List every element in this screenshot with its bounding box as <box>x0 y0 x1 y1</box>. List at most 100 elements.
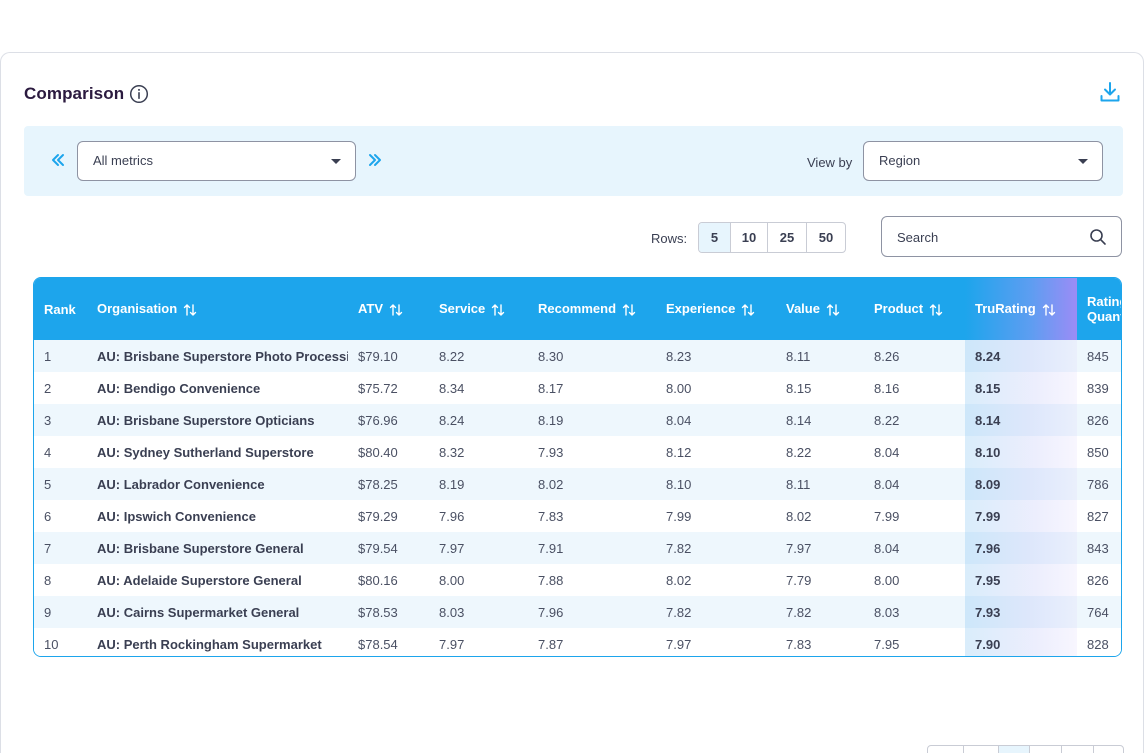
cell-product: 8.22 <box>864 404 965 436</box>
prev-page-button[interactable] <box>964 746 999 753</box>
cell-recommend: 8.02 <box>528 468 656 500</box>
column-header-atv[interactable]: ATV <box>348 278 429 340</box>
cell-recommend: 7.91 <box>528 532 656 564</box>
cell-value: 7.82 <box>776 596 864 628</box>
sort-arrows-icon[interactable] <box>183 303 197 317</box>
cell-trurating: 7.99 <box>965 500 1077 532</box>
cell-organisation: AU: Cairns Supermarket General <box>87 596 348 628</box>
cell-product: 7.99 <box>864 500 965 532</box>
search-input[interactable] <box>897 227 1087 247</box>
cell-rating-quantity: 827 <box>1077 500 1122 532</box>
column-header-label: Organisation <box>97 301 177 316</box>
cell-experience: 8.23 <box>656 340 776 372</box>
table-row[interactable]: 1 AU: Brisbane Superstore Photo Processin… <box>34 340 1122 372</box>
table-row[interactable]: 4 AU: Sydney Sutherland Superstore $80.40 8… <box>34 436 1122 468</box>
card-title: Comparison <box>24 84 124 104</box>
cell-value: 8.15 <box>776 372 864 404</box>
info-icon[interactable] <box>129 84 149 104</box>
column-header-rank[interactable]: Rank <box>34 278 87 340</box>
rows-label: Rows: <box>651 231 687 246</box>
cell-recommend: 7.93 <box>528 436 656 468</box>
cell-service: 7.97 <box>429 532 528 564</box>
view-by-select-value: Region <box>879 153 920 168</box>
cell-atv: $78.54 <box>348 628 429 657</box>
column-header-label: Product <box>874 301 923 316</box>
table-row[interactable]: 7 AU: Brisbane Superstore General $79.54 7.… <box>34 532 1122 564</box>
rows-option-25[interactable]: 25 <box>768 223 807 252</box>
search-icon[interactable] <box>1089 228 1107 246</box>
metric-select[interactable]: All metrics <box>77 141 356 181</box>
cell-atv: $79.29 <box>348 500 429 532</box>
table-header-row: Rank Organisation ATV Service Recommend … <box>34 278 1122 340</box>
sort-arrows-icon[interactable] <box>1042 303 1056 317</box>
column-header-recommend[interactable]: Recommend <box>528 278 656 340</box>
cell-trurating: 8.10 <box>965 436 1077 468</box>
cell-rating-quantity: 786 <box>1077 468 1122 500</box>
view-by-select[interactable]: Region <box>863 141 1103 181</box>
download-icon[interactable] <box>1098 80 1122 104</box>
rows-option-10[interactable]: 10 <box>731 223 768 252</box>
cell-recommend: 8.19 <box>528 404 656 436</box>
next-page-button[interactable] <box>1094 746 1123 753</box>
column-header-trurating[interactable]: TruRating <box>965 278 1077 340</box>
table-row[interactable]: 9 AU: Cairns Supermarket General $78.53 8.0… <box>34 596 1122 628</box>
sort-arrows-icon[interactable] <box>622 303 636 317</box>
cell-trurating: 8.24 <box>965 340 1077 372</box>
table-row[interactable]: 3 AU: Brisbane Superstore Opticians $76.96… <box>34 404 1122 436</box>
sort-arrows-icon[interactable] <box>826 303 840 317</box>
column-header-organisation[interactable]: Organisation <box>87 278 348 340</box>
cell-atv: $79.54 <box>348 532 429 564</box>
sort-arrows-icon[interactable] <box>491 303 505 317</box>
cell-rating-quantity: 843 <box>1077 532 1122 564</box>
sort-arrows-icon[interactable] <box>929 303 943 317</box>
cell-rank: 4 <box>34 436 87 468</box>
rows-option-50[interactable]: 50 <box>807 223 845 252</box>
cell-rating-quantity: 828 <box>1077 628 1122 657</box>
cell-recommend: 8.30 <box>528 340 656 372</box>
column-header-label: TruRating <box>975 301 1036 316</box>
table-row[interactable]: 6 AU: Ipswich Convenience $79.29 7.96 7.83 7.… <box>34 500 1122 532</box>
cell-organisation: AU: Sydney Sutherland Superstore <box>87 436 348 468</box>
cell-recommend: 8.17 <box>528 372 656 404</box>
column-header-product[interactable]: Product <box>864 278 965 340</box>
column-header-experience[interactable]: Experience <box>656 278 776 340</box>
cell-rating-quantity: 839 <box>1077 372 1122 404</box>
cell-atv: $80.16 <box>348 564 429 596</box>
page-button-3[interactable]: 3 <box>1062 746 1094 753</box>
first-page-button[interactable] <box>928 746 964 753</box>
cell-service: 8.32 <box>429 436 528 468</box>
cell-value: 8.22 <box>776 436 864 468</box>
double-chevron-right-icon[interactable] <box>366 151 384 169</box>
page-button-2[interactable]: 2 <box>1030 746 1062 753</box>
cell-rank: 9 <box>34 596 87 628</box>
cell-experience: 8.02 <box>656 564 776 596</box>
cell-rank: 1 <box>34 340 87 372</box>
view-by-label: View by <box>807 155 852 170</box>
sort-arrows-icon[interactable] <box>389 303 403 317</box>
cell-experience: 7.97 <box>656 628 776 657</box>
cell-rating-quantity: 826 <box>1077 564 1122 596</box>
cell-organisation: AU: Adelaide Superstore General <box>87 564 348 596</box>
page-button-1[interactable]: 1 <box>999 746 1030 753</box>
column-header-rating-quantity[interactable]: Rating Quantity <box>1077 278 1122 340</box>
cell-rank: 3 <box>34 404 87 436</box>
double-chevron-left-icon[interactable] <box>49 151 67 169</box>
cell-experience: 8.04 <box>656 404 776 436</box>
column-header-service[interactable]: Service <box>429 278 528 340</box>
cell-product: 8.04 <box>864 468 965 500</box>
cell-experience: 7.82 <box>656 532 776 564</box>
table-row[interactable]: 8 AU: Adelaide Superstore General $80.16 8.… <box>34 564 1122 596</box>
cell-atv: $79.10 <box>348 340 429 372</box>
cell-atv: $78.25 <box>348 468 429 500</box>
column-header-value[interactable]: Value <box>776 278 864 340</box>
sort-arrows-icon[interactable] <box>741 303 755 317</box>
table-row[interactable]: 10 AU: Perth Rockingham Supermarket $78.54… <box>34 628 1122 657</box>
table-row[interactable]: 2 AU: Bendigo Convenience $75.72 8.34 8.17 8.… <box>34 372 1122 404</box>
cell-rank: 7 <box>34 532 87 564</box>
search-box <box>881 216 1122 257</box>
cell-organisation: AU: Brisbane Superstore Opticians <box>87 404 348 436</box>
table-row[interactable]: 5 AU: Labrador Convenience $78.25 8.19 8.02 8… <box>34 468 1122 500</box>
rows-option-5[interactable]: 5 <box>699 223 731 252</box>
rows-per-page-group: 5 10 25 50 <box>698 222 846 253</box>
cell-organisation: AU: Labrador Convenience <box>87 468 348 500</box>
